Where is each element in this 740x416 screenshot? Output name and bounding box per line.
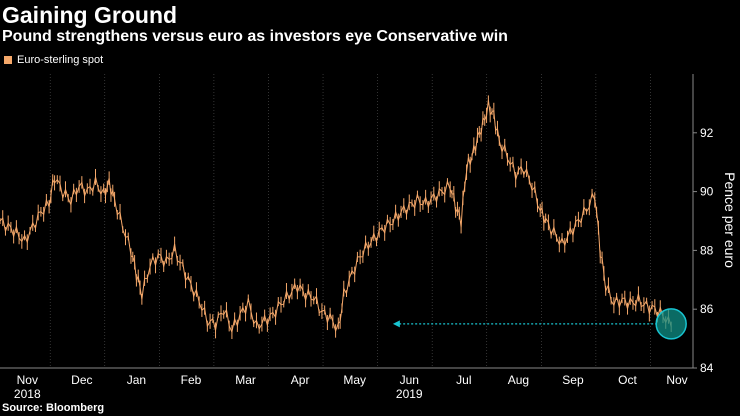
- x-tick-label: Nov: [17, 373, 38, 387]
- x-tick-label: Jan: [127, 373, 146, 387]
- legend-label: Euro-sterling spot: [17, 54, 104, 66]
- series-euro-sterling: [0, 95, 672, 340]
- x-tick-label: Nov: [666, 373, 687, 387]
- x-tick-label: Jul: [456, 373, 471, 387]
- y-axis-label: Pence per euro: [722, 172, 738, 268]
- x-tick-label: Dec: [71, 373, 92, 387]
- annotation-circle: [655, 308, 687, 340]
- y-tick-label: 86: [700, 302, 714, 316]
- x-tick-label: Mar: [235, 373, 256, 387]
- chart-title: Gaining Ground: [2, 2, 178, 28]
- x-tick-label: Apr: [291, 373, 310, 387]
- y-tick-label: 84: [700, 361, 714, 375]
- y-tick-label: 92: [700, 126, 714, 140]
- x-tick-label: May: [343, 373, 366, 387]
- x-year-label: 2019: [396, 387, 423, 401]
- x-tick-label: Sep: [562, 373, 584, 387]
- x-tick-label: Aug: [508, 373, 529, 387]
- x-tick-label: Jun: [400, 373, 419, 387]
- chart-subtitle: Pound strengthens versus euro as investo…: [2, 28, 508, 45]
- x-year-label: 2018: [14, 387, 41, 401]
- annotations: [392, 308, 687, 340]
- series-line: [0, 99, 672, 334]
- legend-swatch: [4, 56, 12, 64]
- x-tick-label: Feb: [181, 373, 202, 387]
- y-tick-labels: 84 86 88 90 92: [693, 126, 714, 375]
- x-tick-labels: Nov Dec Jan Feb Mar Apr May Jun Jul Aug Sep Oct Nov2…: [14, 373, 688, 401]
- gridlines: [49, 74, 651, 368]
- y-tick-label: 88: [700, 243, 714, 257]
- x-tick-label: Oct: [618, 373, 637, 387]
- annotation-arrowhead: [392, 320, 400, 328]
- source-note: Source: Bloomberg: [2, 402, 105, 414]
- y-tick-label: 90: [700, 185, 714, 199]
- legend: Euro-sterling spot: [4, 54, 103, 66]
